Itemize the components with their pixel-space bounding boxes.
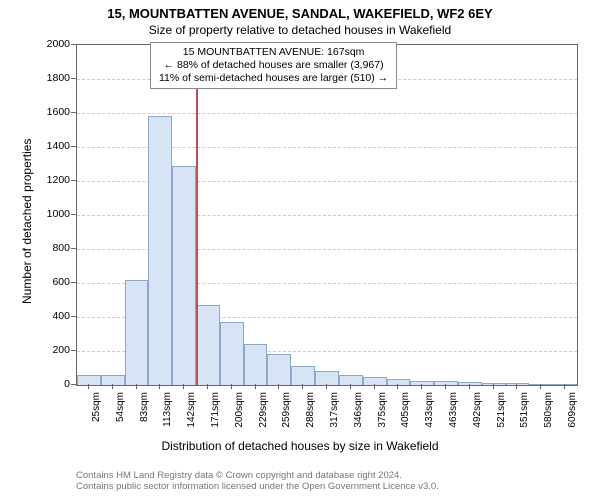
x-tick-mark: [231, 384, 232, 389]
histogram-bar: [172, 166, 196, 385]
x-tick-mark: [469, 384, 470, 389]
x-tick-label: 405sqm: [400, 392, 411, 428]
y-tick-label: 1200: [40, 174, 70, 186]
x-tick-label: 580sqm: [543, 392, 554, 428]
x-tick-mark: [159, 384, 160, 389]
x-tick-mark: [207, 384, 208, 389]
x-tick-label: 521sqm: [496, 392, 507, 428]
y-tick-mark: [71, 214, 76, 215]
y-tick-mark: [71, 316, 76, 317]
x-tick-mark: [516, 384, 517, 389]
x-tick-mark: [350, 384, 351, 389]
annotation-line1: 15 MOUNTBATTEN AVENUE: 167sqm: [159, 46, 388, 59]
x-tick-mark: [136, 384, 137, 389]
x-tick-label: 346sqm: [353, 392, 364, 428]
x-tick-mark: [493, 384, 494, 389]
y-tick-label: 0: [40, 378, 70, 390]
x-tick-mark: [540, 384, 541, 389]
x-tick-label: 54sqm: [115, 392, 126, 422]
x-tick-mark: [302, 384, 303, 389]
footer-line2: Contains public sector information licen…: [76, 481, 439, 492]
y-tick-mark: [71, 248, 76, 249]
x-tick-mark: [326, 384, 327, 389]
x-tick-mark: [374, 384, 375, 389]
histogram-bar: [291, 366, 315, 385]
x-tick-label: 492sqm: [472, 392, 483, 428]
x-tick-label: 113sqm: [162, 392, 173, 427]
x-tick-mark: [183, 384, 184, 389]
x-tick-mark: [397, 384, 398, 389]
x-tick-label: 317sqm: [329, 392, 340, 428]
histogram-bar: [220, 322, 244, 385]
x-tick-label: 288sqm: [305, 392, 316, 428]
y-tick-label: 400: [40, 310, 70, 322]
plot-area: [76, 44, 578, 386]
x-tick-mark: [445, 384, 446, 389]
chart-container: 15, MOUNTBATTEN AVENUE, SANDAL, WAKEFIEL…: [0, 0, 600, 500]
histogram-bar: [196, 305, 220, 385]
x-tick-label: 83sqm: [139, 392, 150, 422]
x-tick-label: 463sqm: [448, 392, 459, 428]
annotation-line2: ← 88% of detached houses are smaller (3,…: [159, 59, 388, 72]
x-axis-label: Distribution of detached houses by size …: [0, 439, 600, 453]
y-tick-label: 1000: [40, 208, 70, 220]
y-tick-label: 2000: [40, 38, 70, 50]
x-tick-label: 25sqm: [91, 392, 102, 422]
x-tick-label: 229sqm: [258, 392, 269, 428]
x-tick-label: 142sqm: [186, 392, 197, 428]
chart-title-main: 15, MOUNTBATTEN AVENUE, SANDAL, WAKEFIEL…: [0, 0, 600, 21]
property-marker-line: [196, 45, 198, 385]
chart-title-sub: Size of property relative to detached ho…: [0, 21, 600, 41]
x-tick-label: 200sqm: [234, 392, 245, 428]
y-tick-mark: [71, 180, 76, 181]
y-tick-label: 600: [40, 276, 70, 288]
x-tick-mark: [255, 384, 256, 389]
y-tick-label: 200: [40, 344, 70, 356]
y-tick-mark: [71, 112, 76, 113]
y-tick-mark: [71, 384, 76, 385]
y-tick-label: 1400: [40, 140, 70, 152]
x-tick-mark: [112, 384, 113, 389]
x-tick-mark: [278, 384, 279, 389]
histogram-bar: [125, 280, 149, 385]
x-tick-label: 171sqm: [210, 392, 221, 428]
x-tick-label: 433sqm: [424, 392, 435, 428]
y-tick-mark: [71, 350, 76, 351]
gridline: [77, 113, 577, 114]
x-tick-label: 609sqm: [567, 392, 578, 428]
y-axis-label: Number of detached properties: [20, 139, 34, 304]
x-tick-label: 259sqm: [281, 392, 292, 428]
y-tick-label: 1800: [40, 72, 70, 84]
x-tick-label: 551sqm: [519, 392, 530, 428]
x-tick-mark: [421, 384, 422, 389]
x-tick-mark: [88, 384, 89, 389]
annotation-box: 15 MOUNTBATTEN AVENUE: 167sqm ← 88% of d…: [150, 42, 397, 89]
y-tick-mark: [71, 78, 76, 79]
histogram-bar: [77, 375, 101, 385]
x-tick-mark: [564, 384, 565, 389]
y-tick-mark: [71, 282, 76, 283]
annotation-line3: 11% of semi-detached houses are larger (…: [159, 72, 388, 85]
footer-attribution: Contains HM Land Registry data © Crown c…: [76, 470, 439, 493]
y-tick-mark: [71, 146, 76, 147]
y-tick-mark: [71, 44, 76, 45]
histogram-bar: [244, 344, 268, 385]
y-tick-label: 1600: [40, 106, 70, 118]
histogram-bar: [267, 354, 291, 385]
histogram-bar: [148, 116, 172, 385]
x-tick-label: 375sqm: [377, 392, 388, 428]
histogram-bar: [315, 371, 339, 385]
y-tick-label: 800: [40, 242, 70, 254]
footer-line1: Contains HM Land Registry data © Crown c…: [76, 470, 439, 481]
